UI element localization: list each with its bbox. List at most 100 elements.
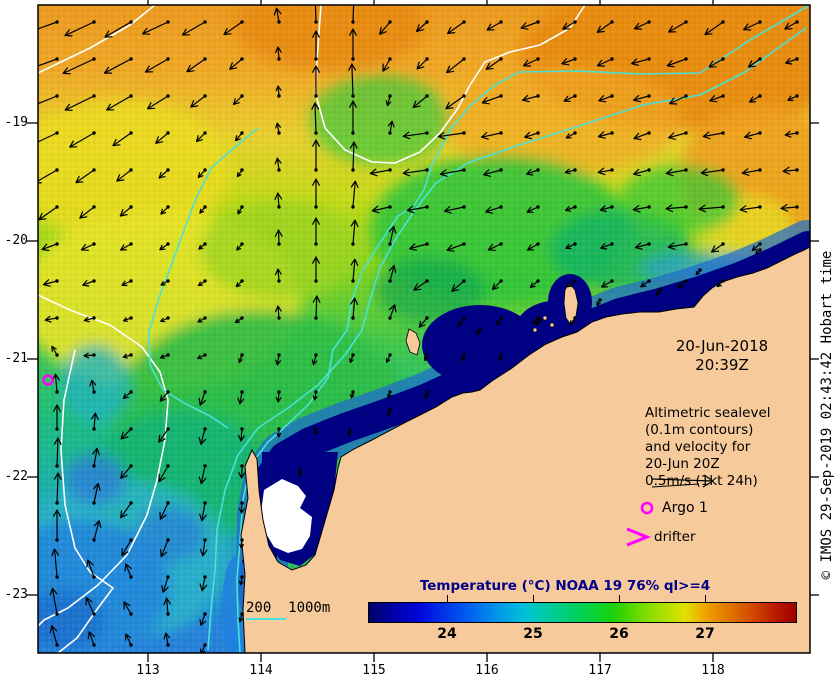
velocity-arrow [51,345,59,357]
velocity-arrow [601,279,614,288]
velocity-arrow [159,501,170,520]
velocity-arrow [564,168,577,175]
lat-tick-label: -21 [4,351,28,366]
velocity-arrow [237,390,245,405]
velocity-arrow [695,268,702,276]
velocity-arrow [275,305,282,320]
colorbar [368,602,797,623]
velocity-arrow [199,575,208,592]
velocity-arrow [199,538,208,557]
velocity-arrow [349,141,358,172]
velocity-arrow [634,242,651,250]
velocity-arrow [312,139,320,172]
bathymetry-contour [207,27,807,651]
velocity-arrow [388,225,397,246]
velocity-arrow [229,57,244,70]
velocity-arrow [79,205,96,219]
velocity-arrow [747,57,762,68]
velocity-arrow [199,612,207,626]
velocity-arrow [234,316,244,324]
velocity-arrow [42,279,59,287]
bathymetry-contour [148,127,259,429]
velocity-arrow [49,625,59,647]
velocity-arrow [669,94,688,105]
drifter-legend-label: drifter [654,529,696,545]
velocity-arrow [668,131,688,140]
velocity-arrow [350,219,359,246]
velocity-arrow [273,7,282,24]
colorbar-tick-label: 27 [695,626,715,642]
drifter-legend-symbol [626,527,652,547]
date-annotation: 20-Jun-2018 20:39Z [642,337,802,375]
velocity-arrow [491,279,503,291]
velocity-arrow [349,28,357,61]
velocity-arrow [116,168,133,182]
velocity-arrow [483,168,503,177]
sealevel-contour [57,349,114,653]
velocity-arrow [598,94,614,103]
velocity-arrow [159,538,170,558]
velocity-arrow [52,373,60,394]
velocity-arrow [160,316,170,323]
velocity-arrow [446,242,466,252]
velocity-arrow [665,204,688,213]
velocity-arrow [311,102,320,135]
cold-water-patch [422,305,538,385]
velocity-arrow [274,192,283,209]
velocity-arrow [406,205,429,214]
velocity-arrow [53,472,62,505]
velocity-arrow [198,242,207,250]
velocity-arrow [439,168,466,177]
sst-field [38,5,810,653]
velocity-arrow [640,279,651,288]
cloud-patch [261,479,312,553]
velocity-arrow [125,633,133,647]
velocity-arrow [158,464,170,483]
velocity-arrow [599,205,614,213]
velocity-arrow [596,298,602,306]
velocity-arrow [83,352,96,359]
velocity-arrow [44,315,59,323]
velocity-arrow [402,131,429,140]
velocity-arrow [69,131,96,148]
velocity-arrow [53,404,61,431]
velocity-arrow [485,57,503,70]
velocity-arrow [561,57,577,66]
colorbar-tick [447,595,448,602]
velocity-arrow [387,390,392,399]
islet [549,322,555,328]
sealevel-contours [38,5,586,653]
legend-line: 20-Jun 20Z [645,456,720,472]
velocity-arrow [784,130,799,138]
velocity-arrow [563,94,577,102]
velocity-arrow [743,131,762,140]
lat-tick-label: -23 [4,587,28,602]
island [405,328,421,356]
velocity-arrow [520,20,540,30]
velocity-arrow [122,390,133,400]
velocity-arrow [457,316,466,327]
velocity-arrow [632,168,651,177]
velocity-arrow [385,353,392,363]
velocity-arrow [596,20,614,33]
velocity-arrow [409,242,429,251]
velocity-arrow [741,168,762,176]
velocity-arrow [80,242,96,251]
velocity-arrow [197,316,207,323]
velocity-arrow [597,131,614,139]
velocity-arrow [526,205,540,213]
velocity-arrow [480,131,503,140]
velocity-arrow [451,279,466,292]
velocity-arrow [565,131,577,139]
velocity-arrow [631,57,651,66]
velocity-arrow [104,20,133,38]
lat-tick-label: -22 [4,469,28,484]
velocity-arrow [144,57,170,73]
velocity-arrow [103,57,133,74]
velocity-arrow [123,601,133,616]
velocity-arrow [461,353,466,362]
velocity-arrow [475,328,482,336]
velocity-arrow [275,122,281,135]
velocity-arrow [665,168,688,177]
